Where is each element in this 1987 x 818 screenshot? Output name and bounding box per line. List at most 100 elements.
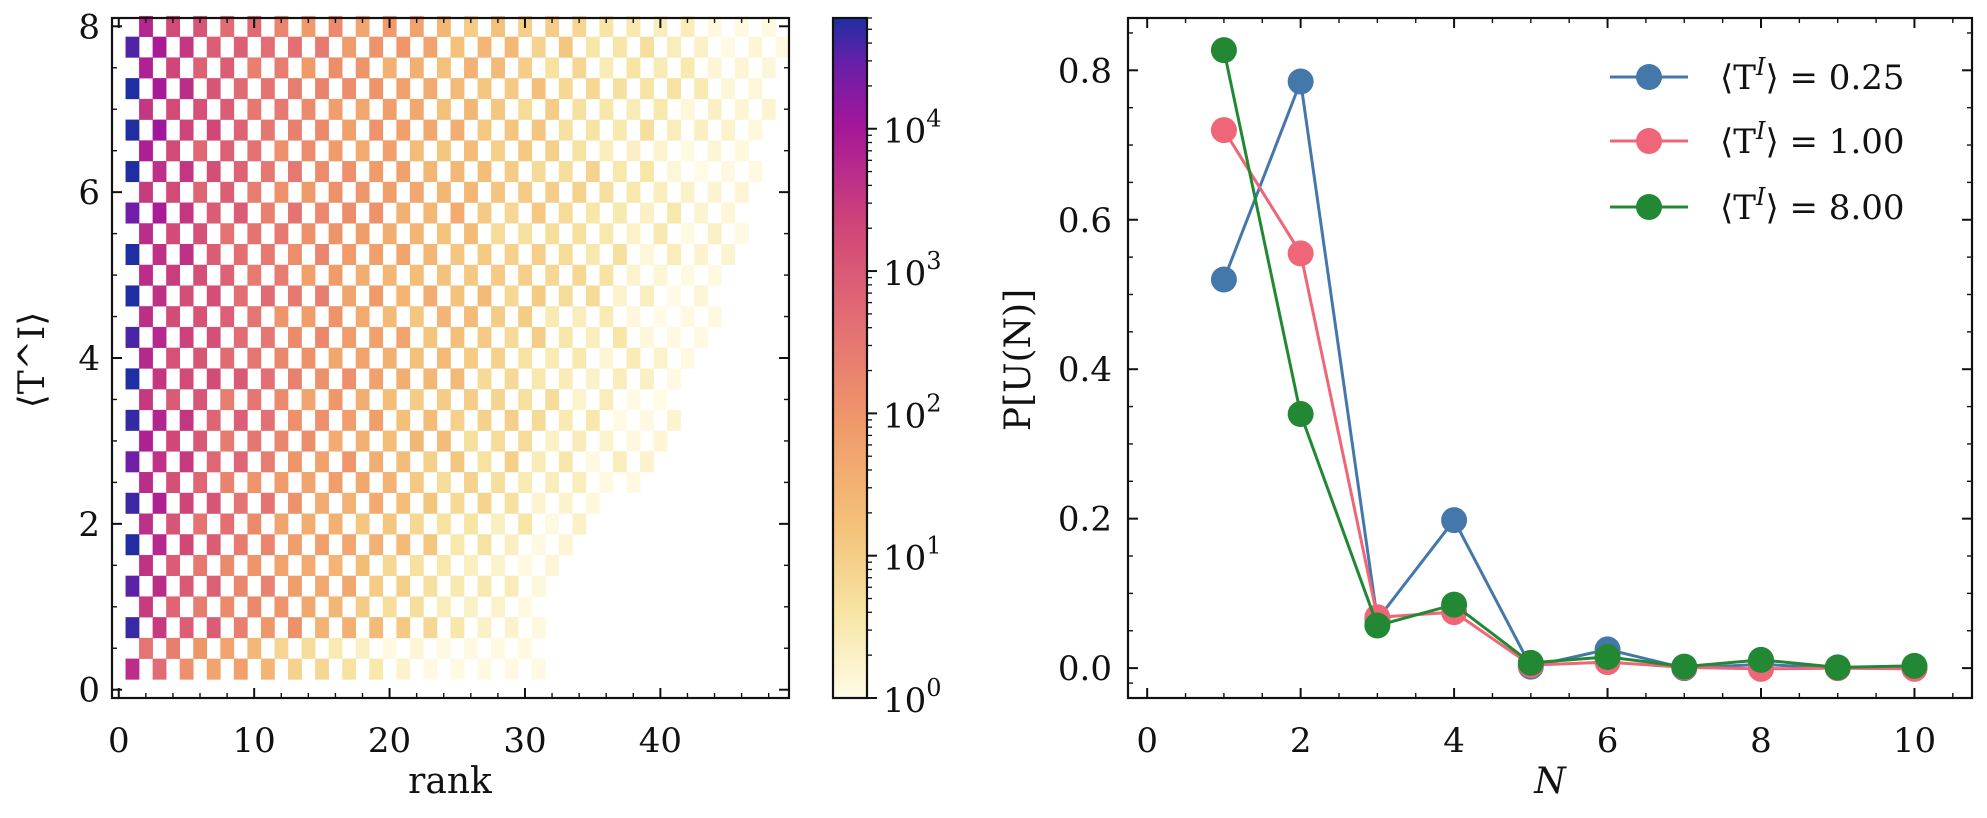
heatmap-cell [423,492,438,514]
heatmap-cell [233,36,248,58]
heatmap-cell [585,285,600,307]
heatmap-cell [572,472,587,494]
heatmap-cell [179,243,194,266]
heatmap-cell [166,15,180,37]
line-panel: 0 2 4 6 8 10 0.0 0.2 0.4 0.6 0.8 N P[U(N)] ⟨TI⟩ = … [998,16,1974,802]
heatmap-y-tick-label: 0 [78,671,100,711]
heatmap-cell [585,409,600,431]
heatmap-cell [518,57,533,79]
heatmap-cell [301,15,316,37]
heatmap-cell [504,575,519,597]
heatmap-cell [585,492,600,514]
heatmap-cell [748,119,763,141]
heatmap-ylabel: ⟨T^I⟩ [12,312,53,409]
heatmap-cell [139,223,153,245]
heatmap-cell [640,119,654,141]
heatmap-cell [179,534,194,556]
heatmap-cell [179,368,194,390]
heatmap-cell [423,326,438,348]
heatmap-cell [179,161,194,183]
heatmap-cell [125,285,140,307]
heatmap-cell [220,596,235,618]
heatmap-cell [531,285,546,307]
heatmap-cell [491,513,505,535]
heatmap-cell [193,513,208,535]
heatmap-cell [328,223,343,245]
heatmap-cell [667,326,681,348]
heatmap-cell [206,326,221,348]
heatmap-cell [667,368,681,390]
heatmap-cell [206,119,221,141]
heatmap-cell [396,534,411,556]
heatmap-cell [558,36,573,58]
heatmap-cell [423,658,438,680]
heatmap-cell [233,368,248,390]
heatmap-cell [423,409,438,431]
heatmap-cell [220,389,235,411]
heatmap-cell [436,223,451,245]
heatmap-cell [179,285,194,307]
heatmap-cell [694,161,709,183]
heatmap-cell [179,451,194,473]
heatmap-cell [125,409,140,431]
line-x-tick-label: 0 [1136,721,1158,761]
heatmap-cell [369,575,384,597]
heatmap-cell [166,596,180,618]
heatmap-cell [518,513,533,535]
heatmap-cell [572,223,587,245]
heatmap-cell [396,617,411,639]
heatmap-cell [680,306,695,328]
series-line [1222,49,1915,669]
data-point [1441,591,1468,618]
heatmap-cell [680,223,695,245]
heatmap-cell [518,389,533,411]
heatmap-cell [125,326,140,348]
heatmap-cell [694,285,709,307]
heatmap-cell [599,264,614,286]
heatmap-cell [396,326,411,348]
heatmap-cell [274,57,289,79]
heatmap-cell [491,637,505,659]
heatmap-cell [125,658,140,680]
heatmap-cell [355,347,370,369]
heatmap-cell [626,140,641,162]
heatmap-cell [342,451,357,473]
heatmap-cell [464,57,478,79]
heatmap-cell [585,368,600,390]
heatmap-cell [315,78,329,100]
heatmap-cell [450,161,465,183]
heatmap-cell [260,202,275,224]
heatmap-cell [193,306,208,328]
heatmap-cell [139,430,153,452]
heatmap-cell [382,57,397,79]
heatmap-cell [572,389,587,411]
heatmap-cell [572,15,587,37]
heatmap-cell [179,119,194,141]
heatmap-cell [653,347,668,369]
heatmap-cell [260,78,275,100]
heatmap-cell [301,57,316,79]
heatmap-cell [274,140,289,162]
heatmap-cell [667,285,681,307]
heatmap-cell [464,264,478,286]
heatmap-cell [301,389,316,411]
heatmap-cell [491,554,505,576]
heatmap-cell [396,492,411,514]
heatmap-cell [247,513,262,535]
heatmap-cell [220,347,235,369]
heatmap-cell [409,15,424,37]
line-x-tick-label: 6 [1597,721,1619,761]
heatmap-cell [423,161,438,183]
heatmap-cell [260,492,275,514]
heatmap-cell [152,78,167,100]
heatmap-cell [233,326,248,348]
colorbar-tick-label: 101 [883,532,942,579]
colorbar-ticks: 100 101 102 103 104 [867,17,942,721]
heatmap-cell [260,451,275,473]
heatmap-cell [315,36,329,58]
heatmap-cell [125,534,140,556]
heatmap-cell [558,119,573,141]
heatmap-cell [342,575,357,597]
heatmap-cell [572,57,587,79]
heatmap-cell [396,161,411,183]
